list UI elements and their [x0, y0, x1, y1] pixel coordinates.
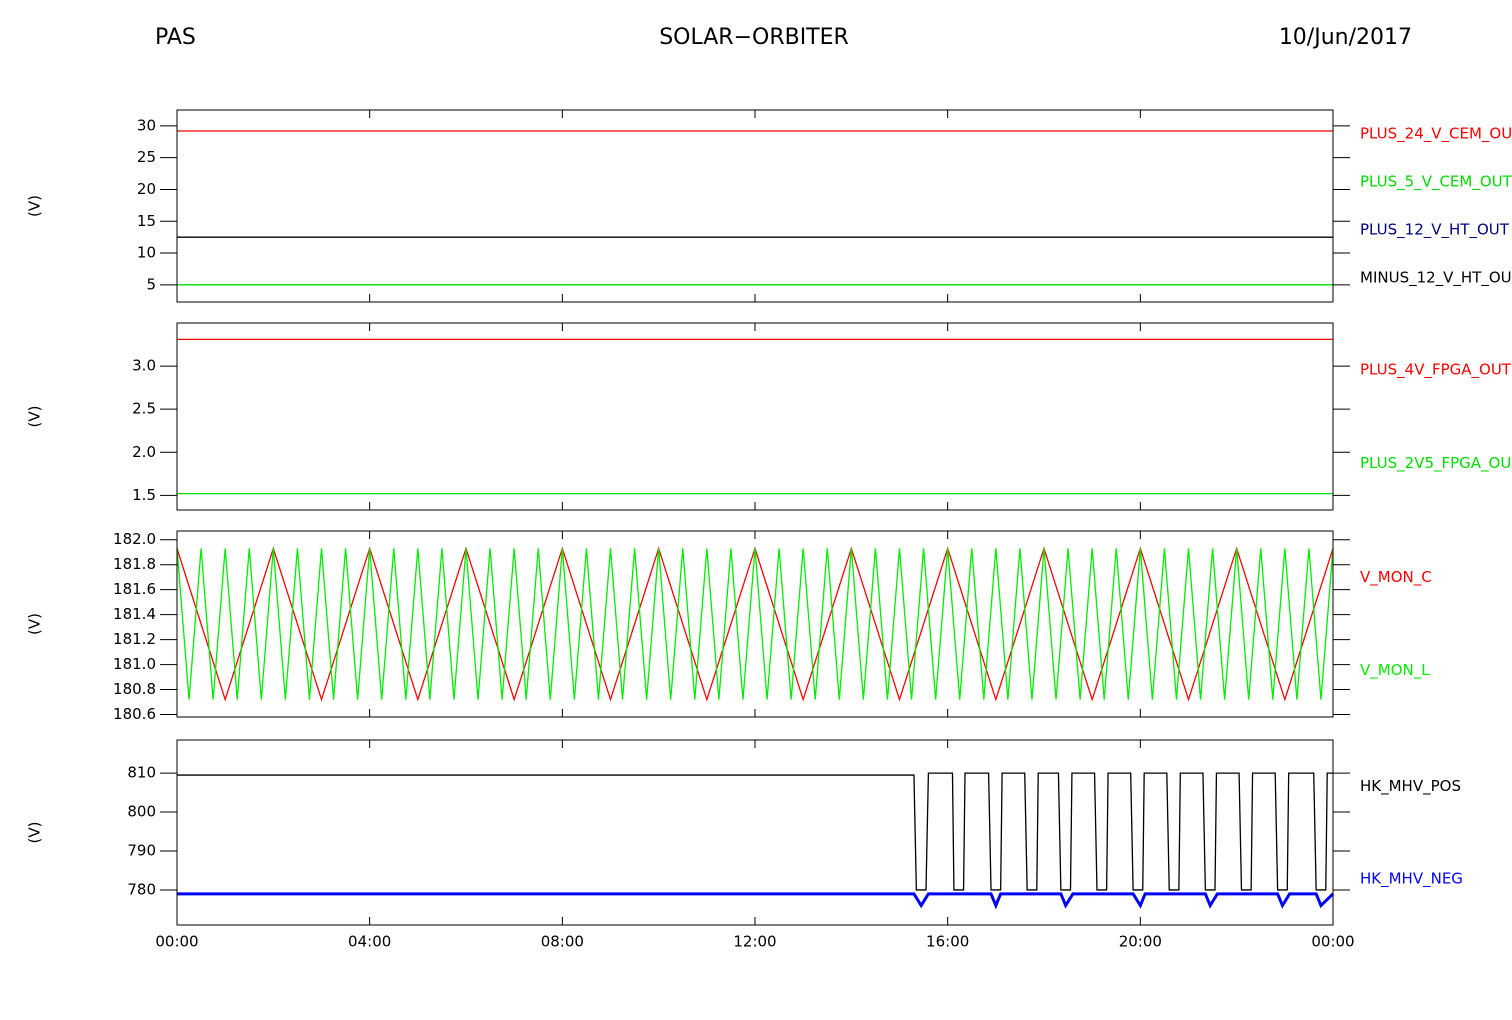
y-axis-label: (V) [26, 822, 44, 844]
legend-label: PLUS_5_V_CEM_OUT [1360, 173, 1512, 192]
y-tick-label: 15 [137, 212, 156, 230]
y-tick-label: 25 [137, 148, 156, 166]
plot-frame [176, 322, 1334, 511]
y-tick-label: 3.0 [132, 357, 156, 375]
series-line [177, 892, 1335, 910]
y-tick-label: 180.6 [113, 705, 156, 723]
x-tick-label: 12:00 [733, 933, 776, 951]
legend-label: HK_MHV_NEG [1360, 869, 1463, 888]
legend-label: PLUS_24_V_CEM_OU [1360, 125, 1512, 144]
x-tick-label: 16:00 [926, 933, 969, 951]
y-tick-label: 2.5 [132, 400, 156, 418]
y-tick-label: 5 [146, 275, 156, 293]
y-tick-label: 30 [137, 116, 156, 134]
x-tick-label: 04:00 [348, 933, 391, 951]
plot-frame [176, 109, 1334, 303]
y-tick-label: 800 [127, 803, 156, 821]
header-center: SOLAR−ORBITER [659, 25, 849, 50]
y-tick-label: 180.8 [113, 680, 156, 698]
y-tick-label: 810 [127, 764, 156, 782]
y-tick-label: 1.5 [132, 486, 156, 504]
header-right: 10/Jun/2017 [1279, 25, 1412, 50]
x-tick-label: 20:00 [1119, 933, 1162, 951]
series-line [177, 772, 1333, 891]
legend-label: PLUS_4V_FPGA_OUT [1360, 360, 1512, 379]
plot-frame [176, 530, 1334, 718]
y-tick-label: 20 [137, 180, 156, 198]
y-tick-label: 181.4 [113, 605, 156, 623]
y-tick-label: 2.0 [132, 443, 156, 461]
header-left: PAS [155, 25, 196, 50]
y-tick-label: 181.8 [113, 555, 156, 573]
y-tick-label: 10 [137, 244, 156, 262]
y-tick-label: 181.2 [113, 630, 156, 648]
y-tick-label: 790 [127, 842, 156, 860]
y-axis-label: (V) [26, 195, 44, 217]
series-line [176, 548, 1334, 700]
legend-label: MINUS_12_V_HT_OU [1360, 269, 1512, 288]
y-tick-label: 181.6 [113, 580, 156, 598]
y-tick-label: 182.0 [113, 530, 156, 548]
x-tick-label: 08:00 [541, 933, 584, 951]
x-tick-label: 00:00 [1311, 933, 1354, 951]
legend-label: HK_MHV_POS [1360, 777, 1461, 796]
legend-label: PLUS_12_V_HT_OUT [1360, 221, 1510, 240]
legend-label: V_MON_C [1360, 568, 1432, 587]
x-tick-label: 00:00 [155, 933, 198, 951]
y-axis-label: (V) [26, 406, 44, 428]
y-axis-label: (V) [26, 613, 44, 635]
y-tick-label: 181.0 [113, 655, 156, 673]
legend-label: PLUS_2V5_FPGA_OU [1360, 454, 1511, 473]
y-tick-label: 780 [127, 880, 156, 898]
legend-label: V_MON_L [1360, 661, 1430, 680]
plot-frame [176, 739, 1334, 926]
